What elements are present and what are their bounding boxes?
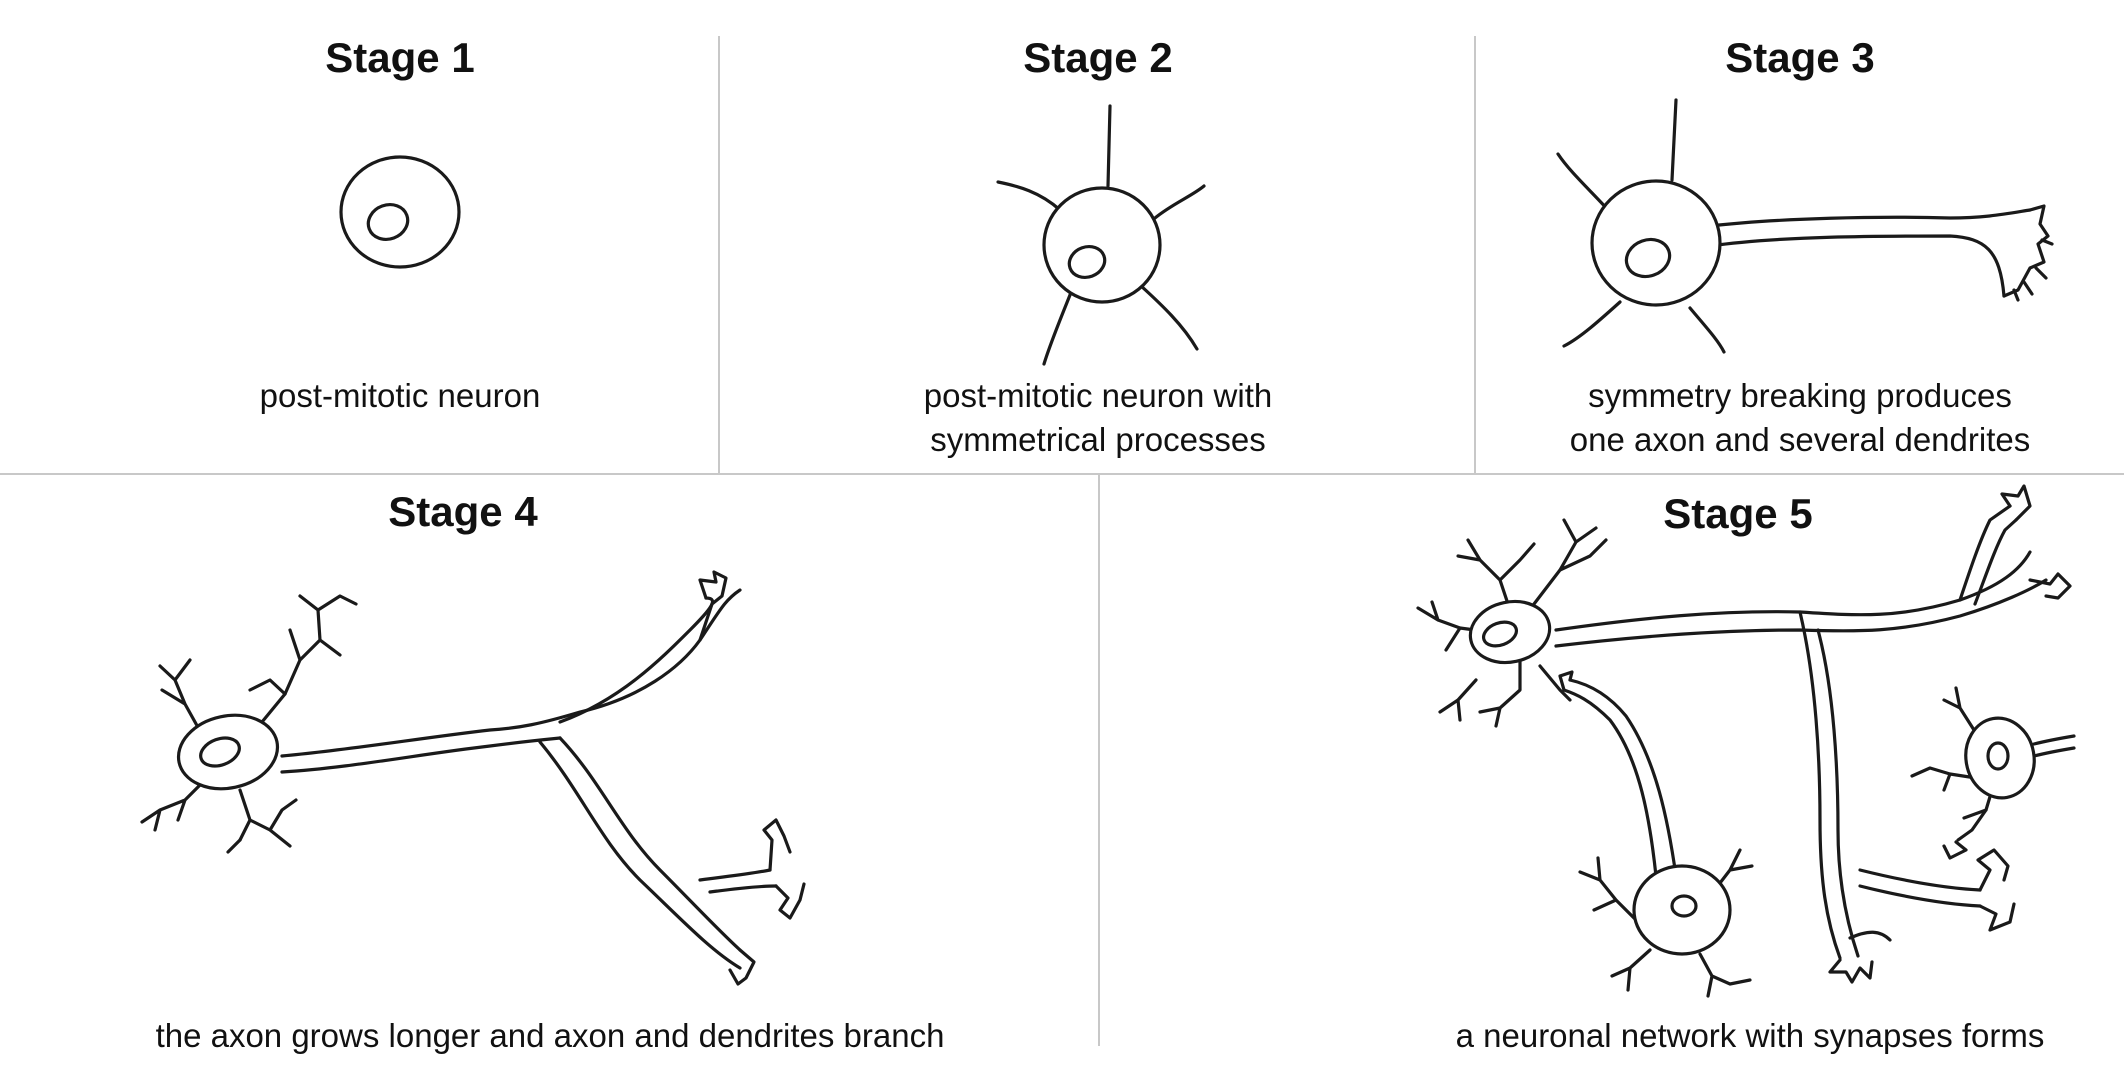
- divider-top-1: [718, 36, 720, 474]
- stage-2-caption-line-2: symmetrical processes: [930, 421, 1266, 458]
- stage-3-caption-line-2: one axon and several dendrites: [1569, 421, 2031, 458]
- stage-2-title: Stage 2: [1023, 34, 1173, 81]
- stage-3-title: Stage 3: [1725, 34, 1875, 81]
- stage-1-title: Stage 1: [325, 34, 475, 81]
- stage-5-network-illustration: [1416, 484, 2076, 998]
- stage-1-caption: post-mitotic neuron: [100, 374, 700, 418]
- stage-2-caption: post-mitotic neuron with symmetrical pro…: [798, 374, 1398, 462]
- stage-4-neuron-illustration: [140, 570, 806, 986]
- stage-5-caption-line-1: a neuronal network with synapses forms: [1455, 1017, 2045, 1054]
- stage-1-caption-line-1: post-mitotic neuron: [259, 377, 541, 414]
- stage-2-neuron-illustration: [996, 104, 1206, 366]
- stage-3-caption-line-1: symmetry breaking produces: [1588, 377, 2012, 414]
- stage-5-caption: a neuronal network with synapses forms: [1400, 1014, 2100, 1058]
- divider-bottom: [1098, 474, 1100, 1046]
- stage-1-neuron-illustration: [339, 155, 461, 269]
- stage-5-title: Stage 5: [1663, 490, 1813, 537]
- stage-3-caption: symmetry breaking produces one axon and …: [1500, 374, 2100, 462]
- stage-4-caption: the axon grows longer and axon and dendr…: [20, 1014, 1080, 1058]
- stage-4-title: Stage 4: [388, 488, 538, 535]
- stage-4-caption-line-1: the axon grows longer and axon and dendr…: [155, 1017, 945, 1054]
- divider-top-2: [1474, 36, 1476, 474]
- stage-3-neuron-illustration: [1556, 98, 2054, 354]
- divider-horizontal: [0, 473, 2124, 475]
- stage-2-caption-line-1: post-mitotic neuron with: [923, 377, 1273, 414]
